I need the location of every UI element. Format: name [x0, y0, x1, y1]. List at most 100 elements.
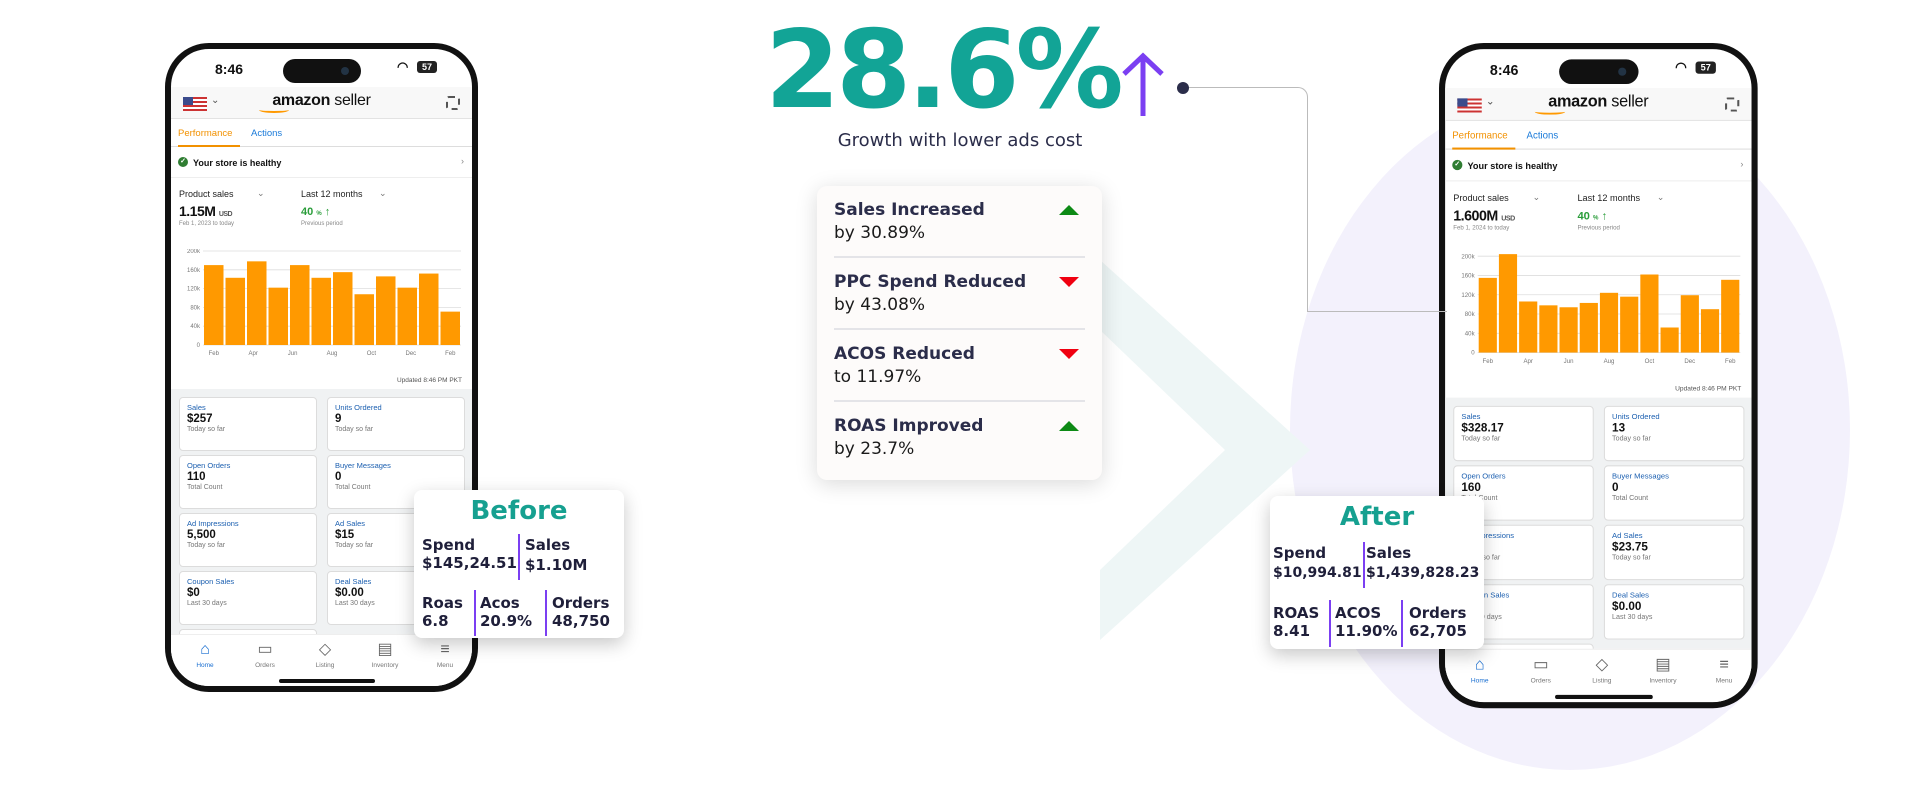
- growth-subtitle: Growth with lower ads cost: [837, 130, 1083, 151]
- stat-row: PPC Spend Reduced by 43.08%: [834, 258, 1085, 330]
- nav-label: Listing: [1592, 677, 1612, 685]
- metric-card[interactable]: Buyer Messages 0 Total Count: [1603, 465, 1745, 521]
- metric-label: Product sales: [179, 189, 234, 199]
- x-tick-label: Dec: [1684, 358, 1695, 365]
- bottom-nav: ⌂ Home ▭ Orders ◇ Listing ▤ Inventory ≡ Menu: [171, 634, 472, 686]
- us-flag-icon[interactable]: [183, 97, 207, 111]
- nav-inventory[interactable]: ▤ Inventory: [355, 641, 415, 669]
- store-health-row[interactable]: ✓ Your store is healthy ›: [171, 148, 472, 178]
- divider: [1329, 600, 1331, 647]
- nav-label: Inventory: [371, 662, 399, 669]
- updated-time: Updated 8:46 PM PKT: [396, 377, 462, 384]
- chart-bar: [225, 277, 245, 345]
- y-tick-label: 160k: [187, 268, 201, 274]
- tab-actions[interactable]: Actions: [1526, 130, 1559, 142]
- metric-card[interactable]: Units Ordered 9 Today so far: [327, 397, 465, 451]
- card-value: 110: [187, 471, 206, 483]
- menu-icon: ≡: [440, 641, 450, 658]
- orders-icon: ▭: [257, 641, 273, 658]
- card-value: 13: [1612, 422, 1626, 435]
- after-roas-label: ROAS: [1273, 604, 1320, 622]
- chevron-down-icon[interactable]: ⌄: [211, 95, 220, 106]
- tab-actions[interactable]: Actions: [251, 128, 283, 139]
- nav-inventory[interactable]: ▤ Inventory: [1632, 656, 1693, 685]
- scan-icon[interactable]: [446, 96, 460, 110]
- metric-card[interactable]: Coupon Sales $0 Last 30 days: [179, 571, 317, 625]
- tab-performance[interactable]: Performance: [1452, 130, 1516, 150]
- chart-bar: [1640, 274, 1659, 353]
- chevron-down-icon: ⌄: [379, 188, 387, 198]
- chart-bar: [440, 311, 460, 345]
- nav-orders[interactable]: ▭ Orders: [1510, 656, 1571, 685]
- store-health-text: Your store is healthy: [1467, 160, 1558, 172]
- divider: [518, 534, 520, 580]
- nav-listing[interactable]: ◇ Listing: [295, 641, 355, 669]
- menu-icon: ≡: [1719, 655, 1729, 674]
- chart-bar: [268, 287, 288, 345]
- after-spend-label: Spend: [1273, 544, 1327, 562]
- period-select[interactable]: Last 12 months ⌄: [301, 188, 387, 199]
- nav-label: Home: [1470, 677, 1489, 685]
- stat-row: ROAS Improved by 23.7%: [834, 402, 1085, 474]
- chart-bar: [247, 261, 267, 345]
- chart-bar: [419, 273, 439, 345]
- chart-bar: [1700, 309, 1720, 353]
- metric-card[interactable]: Ad Sales $23.75 Today so far: [1603, 524, 1745, 581]
- x-tick-label: Feb: [1483, 358, 1494, 365]
- home-indicator: [279, 679, 375, 683]
- nav-home[interactable]: ⌂ Home: [175, 641, 235, 669]
- card-value: $23.75: [1612, 541, 1648, 554]
- divider: [545, 590, 547, 636]
- before-roas: 6.8: [422, 612, 449, 630]
- card-sub: Today so far: [1612, 435, 1651, 443]
- us-flag-icon[interactable]: [1457, 98, 1482, 113]
- scan-icon[interactable]: [1725, 97, 1740, 112]
- nav-label: Menu: [1715, 677, 1733, 685]
- nav-orders[interactable]: ▭ Orders: [235, 641, 295, 669]
- up-arrow-icon: [1122, 52, 1164, 116]
- chart-bar: [1478, 277, 1497, 353]
- nav-listing[interactable]: ◇ Listing: [1571, 656, 1632, 685]
- orders-icon: ▭: [1533, 655, 1549, 674]
- card-sub: Today so far: [335, 542, 374, 549]
- nav-label: Orders: [255, 662, 275, 669]
- y-tick-label: 40k: [1465, 330, 1476, 337]
- metric-select[interactable]: Product sales ⌄: [1453, 192, 1540, 203]
- metric-card[interactable]: Sales $328.17 Today so far: [1453, 405, 1594, 462]
- card-sub: Today so far: [1612, 554, 1651, 562]
- card-value: $15: [335, 529, 355, 541]
- metric-card[interactable]: Units Ordered 13 Today so far: [1603, 405, 1745, 462]
- metric-card[interactable]: Open Orders 110 Total Count: [179, 455, 317, 509]
- chevron-down-icon[interactable]: ⌄: [1485, 96, 1495, 108]
- sales-bar-chart: 0 40k 80k 120k 160k 200k Feb Apr Jun Aug Oct Dec Feb: [1461, 254, 1741, 365]
- updated-time: Updated 8:46 PM PKT: [1675, 385, 1742, 393]
- metric-card[interactable]: Ad Impressions 5,500 Today so far: [179, 513, 317, 567]
- nav-home[interactable]: ⌂ Home: [1449, 656, 1510, 685]
- nav-menu[interactable]: ≡ Menu: [1694, 655, 1752, 685]
- x-tick-label: Apr: [248, 351, 257, 357]
- period-label: Last 12 months: [1577, 192, 1641, 203]
- y-tick-label: 80k: [1465, 311, 1476, 318]
- metric-card[interactable]: Sales $257 Today so far: [179, 397, 317, 451]
- after-spend: $10,994.81: [1273, 565, 1362, 581]
- clock: 8:46: [215, 61, 244, 77]
- period-select[interactable]: Last 12 months ⌄: [1577, 192, 1664, 203]
- chart-bar: [397, 287, 417, 345]
- stat-detail: to 11.97%: [834, 367, 922, 387]
- trend-down-icon: [1059, 277, 1079, 287]
- period-sub: Previous period: [301, 221, 343, 227]
- nav-menu[interactable]: ≡ Menu: [415, 641, 472, 669]
- home-icon: ⌂: [200, 641, 210, 658]
- tab-performance[interactable]: Performance: [178, 128, 240, 147]
- store-health-row[interactable]: ✓ Your store is healthy ›: [1445, 151, 1752, 182]
- stat-title: ROAS Improved: [834, 416, 984, 436]
- metric-card[interactable]: Deal Sales $0.00 Last 30 days: [1603, 584, 1745, 640]
- chart-bar: [311, 277, 331, 345]
- before-summary-card: Before Spend $145,24.51 Sales $1.10M Roa…: [414, 490, 624, 638]
- x-tick-label: Aug: [327, 351, 338, 357]
- stat-title: PPC Spend Reduced: [834, 272, 1027, 292]
- metric-select[interactable]: Product sales ⌄: [179, 188, 265, 199]
- card-label: Ad Impressions: [1461, 530, 1515, 541]
- chart-bar: [1660, 327, 1679, 353]
- nav-label: Menu: [436, 662, 454, 669]
